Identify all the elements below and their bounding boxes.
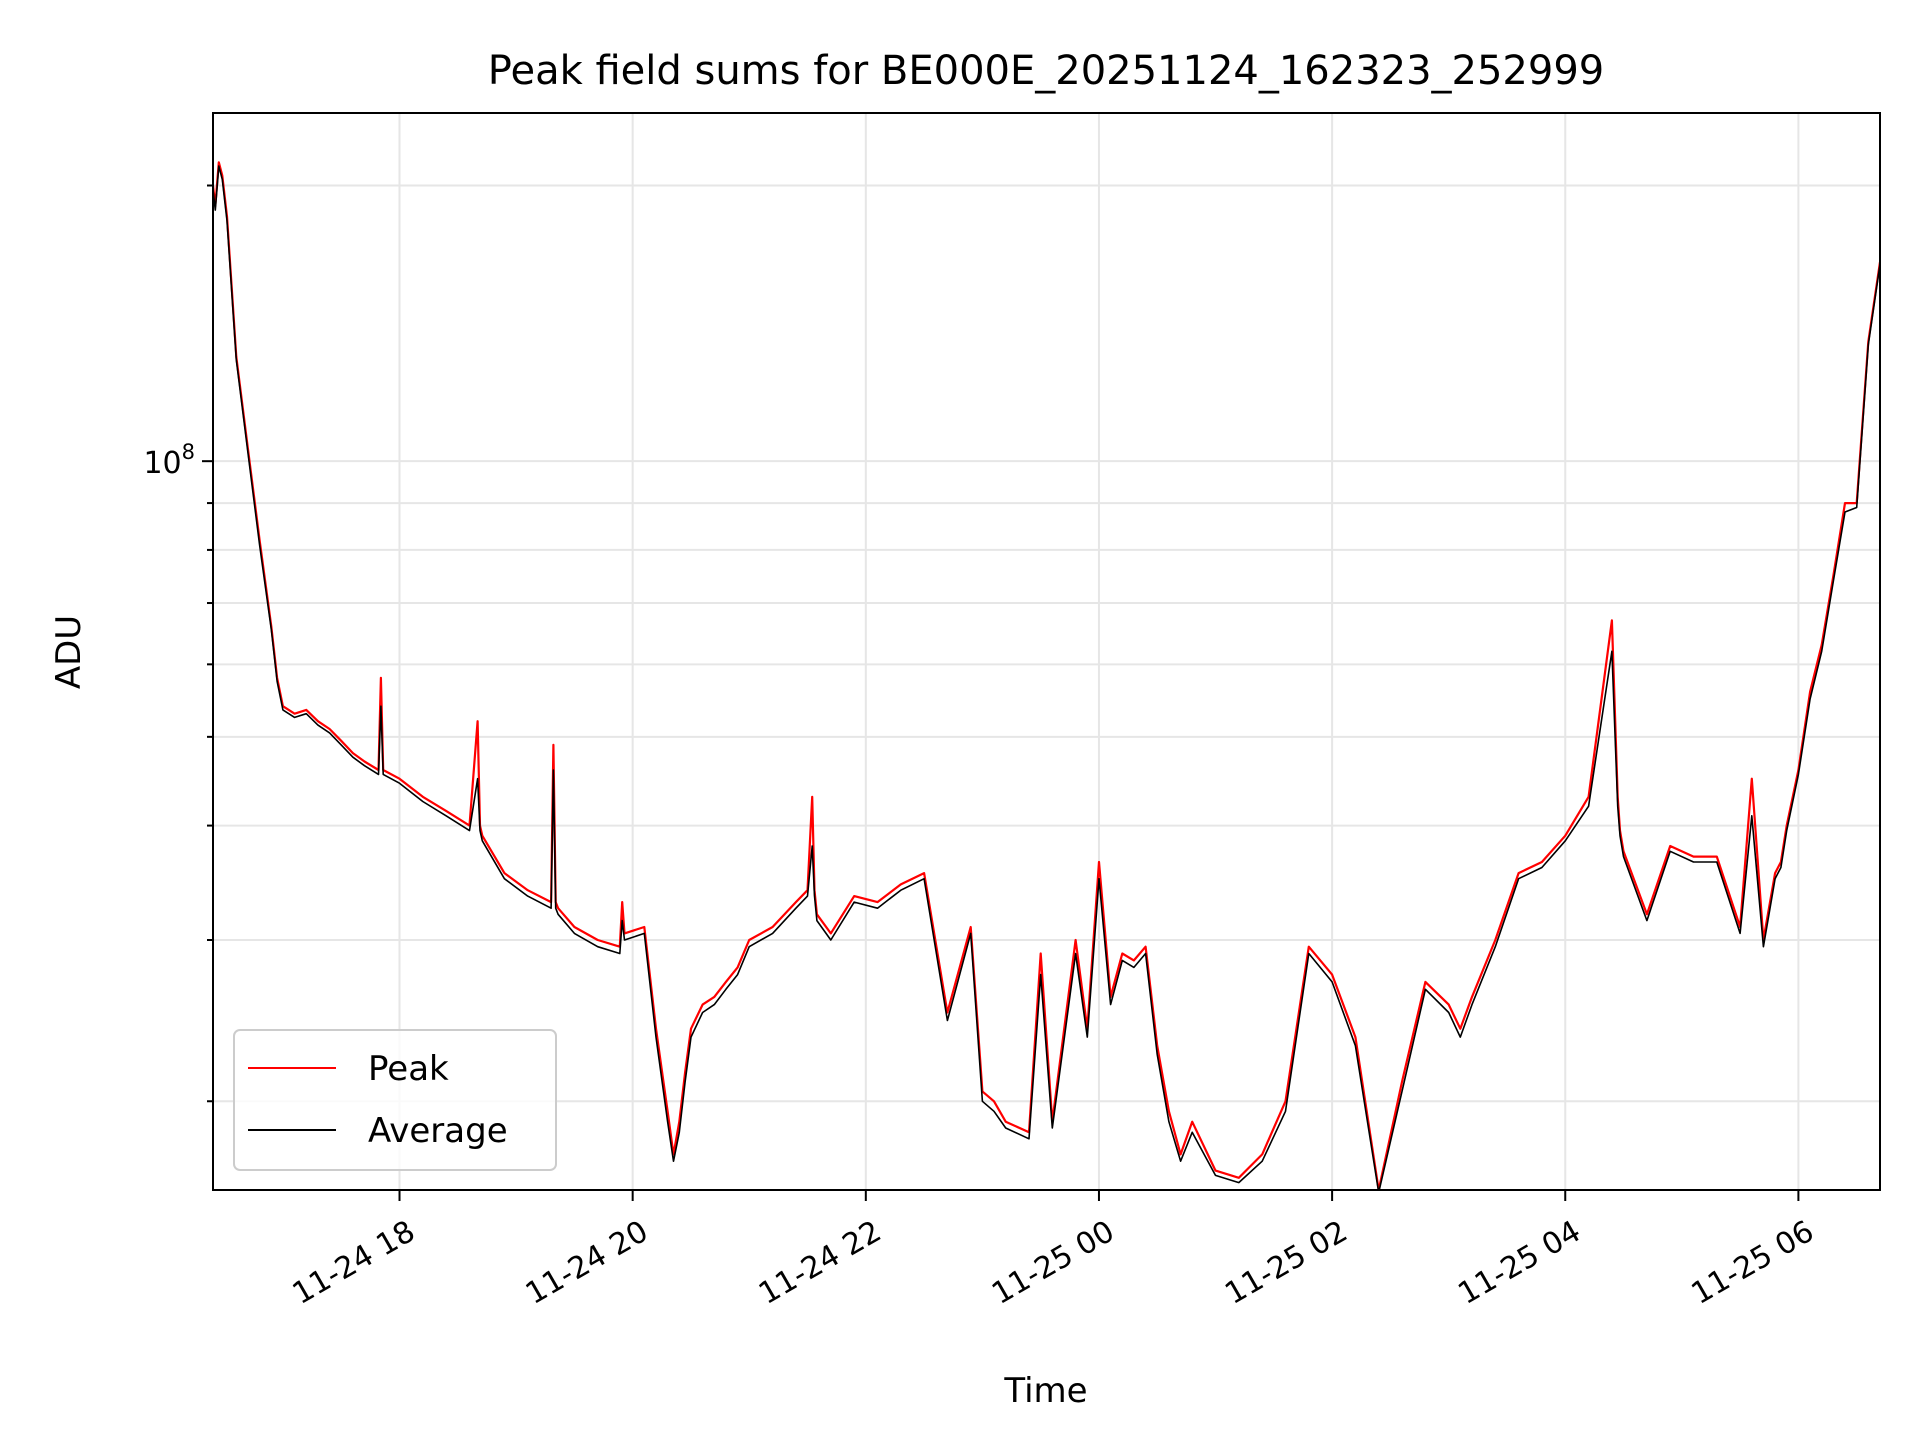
series-layer (213, 161, 1880, 1190)
plot-frame (212, 112, 1881, 1191)
y-axis-label: ADU (49, 615, 89, 689)
chart-title: Peak field sums for BE000E_20251124_1623… (488, 48, 1604, 94)
y-tick-label: 108 (143, 440, 195, 481)
legend-box (233, 1029, 557, 1171)
grid-layer (213, 113, 1880, 1190)
series-line-average (213, 165, 1880, 1190)
legend-label-peak: Peak (368, 1049, 449, 1089)
legend: Peak Average (233, 1029, 557, 1171)
legend-label-average: Average (368, 1111, 508, 1151)
x-axis-label: Time (1003, 1371, 1087, 1411)
